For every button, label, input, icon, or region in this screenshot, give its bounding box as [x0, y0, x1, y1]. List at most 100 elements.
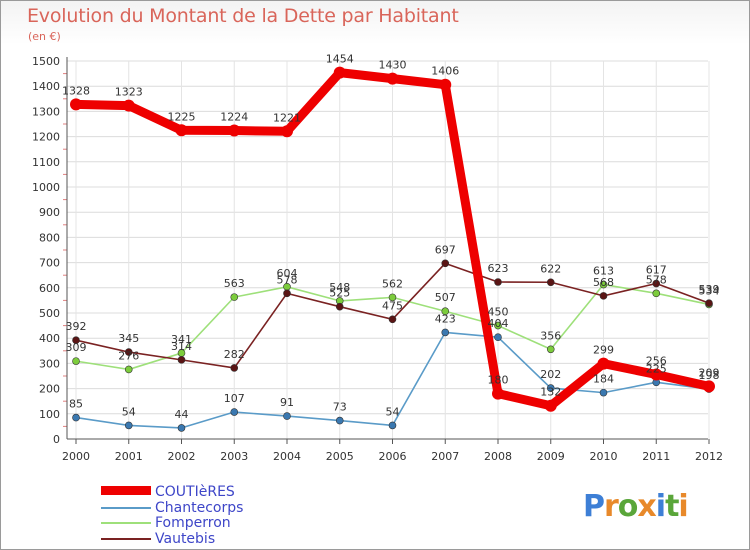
logo-letter: t — [665, 489, 679, 524]
data-label: 198 — [699, 369, 720, 382]
data-point — [333, 66, 346, 79]
data-label: 1328 — [62, 84, 90, 97]
data-point — [175, 124, 188, 137]
data-label: 539 — [699, 283, 720, 296]
data-point — [494, 278, 502, 286]
data-point — [335, 416, 344, 425]
x-tick-label: 2011 — [642, 450, 670, 463]
y-tick-label: 700 — [39, 257, 60, 270]
data-point — [705, 299, 713, 307]
data-point — [124, 421, 133, 430]
data-point — [546, 278, 555, 287]
y-tick-label: 500 — [39, 307, 60, 320]
y-tick-label: 1100 — [32, 156, 60, 169]
y-tick-label: 1300 — [32, 105, 60, 118]
data-label: 578 — [646, 273, 667, 286]
data-point — [703, 380, 715, 393]
proxiti-logo: Proxiti — [583, 489, 689, 524]
data-point — [122, 99, 135, 112]
data-label: 309 — [66, 341, 87, 354]
data-point — [599, 292, 608, 300]
y-tick-label: 100 — [39, 408, 60, 421]
data-point — [72, 357, 80, 365]
data-point — [124, 365, 133, 374]
data-point — [72, 413, 80, 422]
data-point — [228, 124, 241, 137]
data-label: 356 — [540, 329, 561, 342]
data-point — [652, 279, 661, 288]
legend-swatch-vautebis — [101, 537, 151, 540]
data-point — [599, 388, 608, 397]
x-tick-label: 2012 — [695, 450, 723, 463]
data-label: 1406 — [431, 65, 459, 78]
data-label: 604 — [277, 267, 298, 280]
data-label: 107 — [224, 392, 245, 405]
data-label: 202 — [540, 368, 561, 381]
data-point — [388, 293, 397, 302]
chart-title: Evolution du Montant de la Dette par Hab… — [27, 5, 459, 27]
y-tick-label: 600 — [39, 282, 60, 295]
legend-label: Chantecorps — [155, 499, 244, 516]
y-tick-label: 1000 — [32, 181, 60, 194]
data-label: 548 — [329, 281, 350, 294]
x-tick-label: 2007 — [431, 450, 459, 463]
data-label: 534 — [699, 284, 720, 297]
y-tick-label: 800 — [39, 231, 60, 244]
data-label: 1454 — [326, 53, 354, 66]
x-tick-label: 2001 — [115, 450, 143, 463]
logo-letter: o — [617, 489, 639, 524]
data-label: 423 — [435, 312, 456, 325]
logo-letter: x — [637, 489, 656, 524]
data-label: 314 — [171, 340, 192, 353]
data-point — [124, 348, 133, 356]
data-label: 345 — [118, 332, 139, 345]
y-tick-label: 300 — [39, 357, 60, 370]
data-point — [544, 399, 557, 412]
logo-letter: P — [583, 489, 605, 524]
data-label: 623 — [488, 262, 509, 275]
data-label: 184 — [593, 373, 614, 386]
x-tick-label: 2000 — [62, 450, 90, 463]
data-point — [283, 412, 291, 420]
data-label: 697 — [435, 243, 456, 256]
y-tick-label: 0 — [53, 433, 60, 446]
data-point — [230, 408, 239, 416]
data-label: 578 — [277, 273, 298, 286]
data-label: 568 — [593, 276, 614, 289]
data-label: 507 — [435, 291, 456, 304]
data-label: 525 — [329, 287, 350, 300]
x-tick-label: 2009 — [537, 450, 565, 463]
legend-label: Vautebis — [155, 530, 216, 547]
logo-letter: r — [604, 489, 619, 524]
x-tick-label: 2002 — [168, 450, 196, 463]
legend-swatch-fomperron — [101, 522, 151, 524]
x-tick-label: 2006 — [379, 450, 407, 463]
x-tick-label: 2003 — [220, 450, 248, 463]
logo-letter: i — [678, 489, 688, 524]
x-tick-label: 2008 — [484, 450, 512, 463]
data-label: 225 — [646, 362, 667, 375]
data-label: 613 — [593, 265, 614, 278]
data-point — [597, 357, 610, 370]
data-point — [388, 315, 397, 324]
data-label: 1430 — [379, 59, 407, 72]
data-point — [652, 289, 661, 298]
x-tick-label: 2004 — [273, 450, 301, 463]
data-label: 1323 — [115, 86, 143, 99]
data-label: 44 — [175, 408, 189, 421]
data-point — [650, 368, 663, 381]
data-point — [70, 98, 82, 111]
data-label: 256 — [646, 354, 667, 367]
data-point — [388, 421, 397, 430]
data-label: 1221 — [273, 111, 301, 124]
data-point — [546, 384, 555, 392]
data-label: 341 — [171, 333, 192, 346]
data-point — [281, 125, 293, 138]
data-label: 91 — [280, 396, 294, 409]
data-label: 180 — [488, 374, 509, 387]
data-label: 450 — [488, 306, 509, 319]
legend-swatch-coutieres — [101, 486, 151, 495]
data-point — [494, 321, 502, 330]
